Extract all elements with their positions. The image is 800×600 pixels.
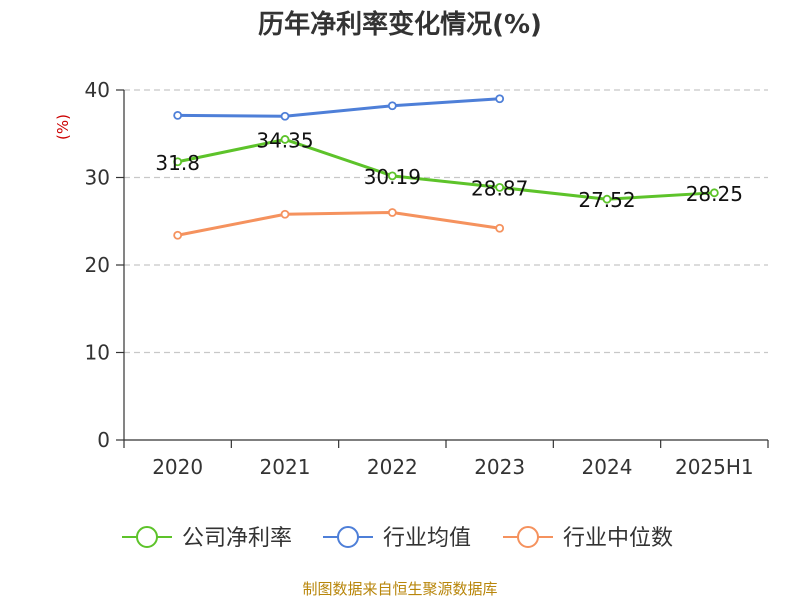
legend-marker [337, 526, 359, 548]
x-tick-label: 2020 [152, 455, 203, 479]
data-label-layer: 31.8 34.35 30.19 28.87 27.52 28.25 [155, 128, 743, 212]
data-point [280, 111, 290, 121]
series-line [177, 97, 500, 118]
y-axis-label: (%) [54, 114, 72, 140]
y-tick-label: 0 [97, 428, 110, 452]
legend-marker [517, 526, 539, 548]
data-point [280, 135, 290, 144]
x-tick-label: 2022 [367, 455, 418, 479]
legend-marker [136, 526, 158, 548]
data-point [173, 157, 183, 167]
legend: 公司净利率 行业均值 行业中位数 [122, 526, 673, 551]
data-point [602, 194, 612, 204]
series-line [177, 137, 715, 201]
legend-label: 行业均值 [383, 526, 471, 551]
data-label: 28.25 [686, 182, 743, 206]
x-tick-label: 2021 [260, 455, 311, 479]
x-tick-label: 2025H1 [675, 455, 754, 479]
chart-title: 历年净利率变化情况(%) [258, 10, 542, 40]
y-tick-label: 10 [85, 341, 110, 365]
data-label: 34.35 [256, 128, 313, 152]
y-tick-label: 40 [85, 78, 110, 102]
legend-label: 行业中位数 [563, 526, 673, 551]
legend-label: 公司净利率 [182, 526, 292, 551]
y-tick-label: 30 [85, 166, 110, 190]
data-label: 27.52 [578, 188, 635, 212]
data-point [495, 182, 505, 192]
data-point [173, 230, 183, 240]
data-label: 30.19 [364, 165, 421, 189]
x-tick-label: 2024 [582, 455, 633, 479]
data-label: 28.87 [471, 176, 528, 200]
data-point [173, 110, 183, 120]
series-line [177, 211, 500, 237]
series-layer [173, 94, 719, 240]
grid-layer [124, 89, 768, 354]
data-point [387, 171, 397, 181]
data-point [495, 223, 505, 233]
data-point [280, 209, 290, 219]
data-point [709, 188, 719, 198]
data-point [387, 101, 397, 111]
axis-layer: 0 10 20 30 40 2020 2021 2022 2023 2024 2025H1 [85, 78, 769, 479]
y-tick-label: 20 [85, 253, 110, 277]
data-label: 31.8 [155, 151, 200, 175]
x-tick-label: 2023 [474, 455, 525, 479]
source-note: 制图数据来自恒生聚源数据库 [302, 580, 498, 598]
data-point [495, 94, 505, 104]
data-point [387, 208, 397, 217]
